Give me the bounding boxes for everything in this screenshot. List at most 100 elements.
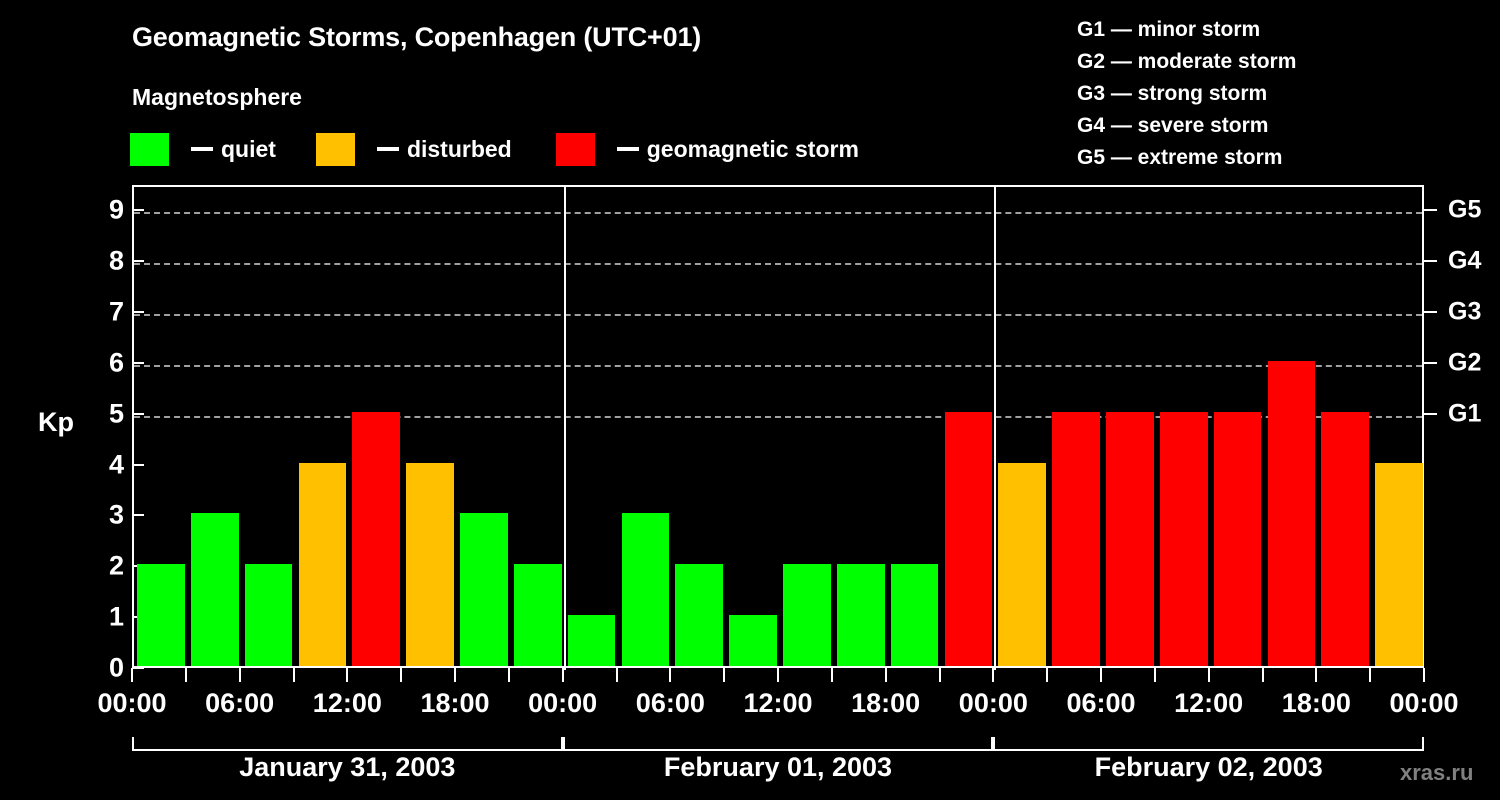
x-tick-mark — [400, 668, 403, 682]
day-separator — [563, 185, 566, 670]
day-bracket — [562, 737, 994, 751]
day-bracket — [132, 737, 563, 751]
bar-kp[interactable] — [190, 513, 239, 666]
y-tick-label-3: 3 — [108, 499, 124, 530]
x-tick-label: 00:00 — [958, 688, 1028, 718]
gridline-kp-5 — [134, 415, 1422, 418]
x-tick-mark — [131, 668, 133, 682]
x-tick-mark — [1153, 668, 1156, 682]
x-tick-mark — [238, 668, 241, 682]
x-tick-mark — [830, 668, 833, 682]
bar-kp[interactable] — [298, 462, 347, 666]
legend-label-geomagnetic-storm: geomagnetic storm — [646, 135, 859, 162]
x-tick-label: 06:00 — [635, 688, 705, 718]
g-axis-ticks: G1 G2 G3 G4 G5 — [1424, 185, 1500, 668]
g-tick-mark-G5 — [1424, 209, 1437, 212]
x-tick-label: 06:00 — [205, 688, 275, 718]
bar-kp[interactable] — [567, 615, 616, 666]
y-tick-label-7: 7 — [108, 296, 124, 327]
gridline-kp-9 — [134, 212, 1422, 215]
bar-kp[interactable] — [244, 564, 293, 666]
g-tick-mark-G1 — [1424, 412, 1437, 415]
legend-label-disturbed: disturbed — [406, 135, 512, 162]
x-tick-mark — [992, 668, 995, 682]
bar-kp[interactable] — [836, 564, 885, 666]
bar-kp[interactable] — [1052, 411, 1100, 666]
x-tick-mark — [669, 668, 672, 682]
x-tick-mark — [1315, 668, 1318, 682]
gscale-line-1: G1 — minor storm — [1077, 18, 1261, 41]
y-tick-mark-8 — [132, 260, 144, 263]
plot-inner — [134, 185, 1423, 670]
bar-kp[interactable] — [998, 462, 1047, 666]
y-tick-label-9: 9 — [108, 194, 124, 225]
legend-swatch-disturbed-icon — [315, 132, 355, 166]
legend-swatch-quiet-icon — [130, 132, 169, 166]
y-axis-ticks: 0 1 2 3 4 5 6 7 8 9 — [80, 185, 124, 683]
bar-kp[interactable] — [890, 564, 939, 666]
y-tick-label-5: 5 — [108, 398, 124, 429]
bar-kp[interactable] — [513, 564, 562, 666]
y-tick-mark-9 — [132, 209, 144, 212]
x-tick-label: 12:00 — [743, 688, 813, 718]
bar-kp[interactable] — [944, 411, 993, 666]
y-tick-mark-4 — [132, 463, 144, 466]
day-label: February 01, 2003 — [663, 752, 893, 782]
x-tick-mark — [454, 668, 456, 682]
legend-item-disturbed[interactable]: disturbed — [315, 132, 512, 166]
day-label: January 31, 2003 — [239, 752, 456, 782]
x-tick-mark — [507, 668, 510, 682]
legend-dash-icon — [376, 147, 399, 151]
bar-kp[interactable] — [1159, 411, 1208, 666]
y-tick-label-2: 2 — [108, 550, 124, 581]
legend-dash-icon — [191, 147, 213, 151]
g-tick-label-G3: G3 — [1448, 297, 1482, 326]
g-tick-mark-G3 — [1424, 311, 1437, 314]
y-tick-label-4: 4 — [108, 449, 124, 480]
bar-kp[interactable] — [352, 411, 401, 666]
bar-kp[interactable] — [729, 615, 777, 666]
x-tick-mark — [292, 668, 295, 682]
bar-kp[interactable] — [675, 564, 724, 666]
y-axis-title: Kp — [38, 407, 74, 437]
gridline-kp-6 — [134, 364, 1422, 367]
x-tick-mark — [615, 668, 618, 682]
watermark: xras.ru — [1400, 760, 1474, 785]
bar-kp[interactable] — [406, 462, 454, 666]
x-tick-label: 18:00 — [420, 688, 490, 718]
day-bracket — [993, 737, 1424, 751]
gscale-line-4: G4 — severe storm — [1077, 114, 1269, 137]
y-tick-mark-7 — [132, 311, 144, 314]
legend-item-geomagnetic-storm[interactable]: geomagnetic storm — [555, 132, 859, 166]
plot-area — [132, 185, 1424, 670]
bar-kp[interactable] — [1321, 411, 1370, 666]
y-tick-label-6: 6 — [108, 347, 124, 378]
x-tick-label: 18:00 — [1281, 688, 1351, 718]
bar-kp[interactable] — [1106, 411, 1154, 666]
x-tick-label: 06:00 — [1066, 688, 1136, 718]
x-tick-label: 00:00 — [97, 688, 167, 718]
x-tick-label: 12:00 — [312, 688, 382, 718]
legend-item-quiet[interactable]: quiet — [130, 132, 276, 166]
bar-kp[interactable] — [1375, 462, 1423, 666]
x-tick-mark — [1207, 668, 1210, 682]
y-tick-mark-6 — [132, 361, 144, 364]
y-tick-label-1: 1 — [108, 601, 124, 632]
bar-kp[interactable] — [621, 513, 670, 666]
bar-kp[interactable] — [137, 564, 185, 666]
bar-kp[interactable] — [1213, 411, 1262, 666]
g-tick-label-G4: G4 — [1448, 246, 1482, 275]
bar-kp[interactable] — [783, 564, 831, 666]
x-tick-mark — [1261, 668, 1264, 682]
x-tick-label: 00:00 — [528, 688, 598, 718]
bar-kp[interactable] — [1267, 360, 1316, 666]
gscale-legend: G1 — minor storm G2 — moderate storm G3 — … — [1077, 14, 1296, 174]
y-tick-label-8: 8 — [108, 245, 124, 276]
x-tick-mark — [1423, 668, 1425, 682]
x-tick-label: 18:00 — [851, 688, 921, 718]
bar-kp[interactable] — [460, 513, 508, 666]
legend-swatch-geomagnetic-storm-icon — [555, 132, 595, 166]
gridline-kp-8 — [134, 263, 1422, 266]
g-tick-mark-G2 — [1424, 361, 1437, 364]
